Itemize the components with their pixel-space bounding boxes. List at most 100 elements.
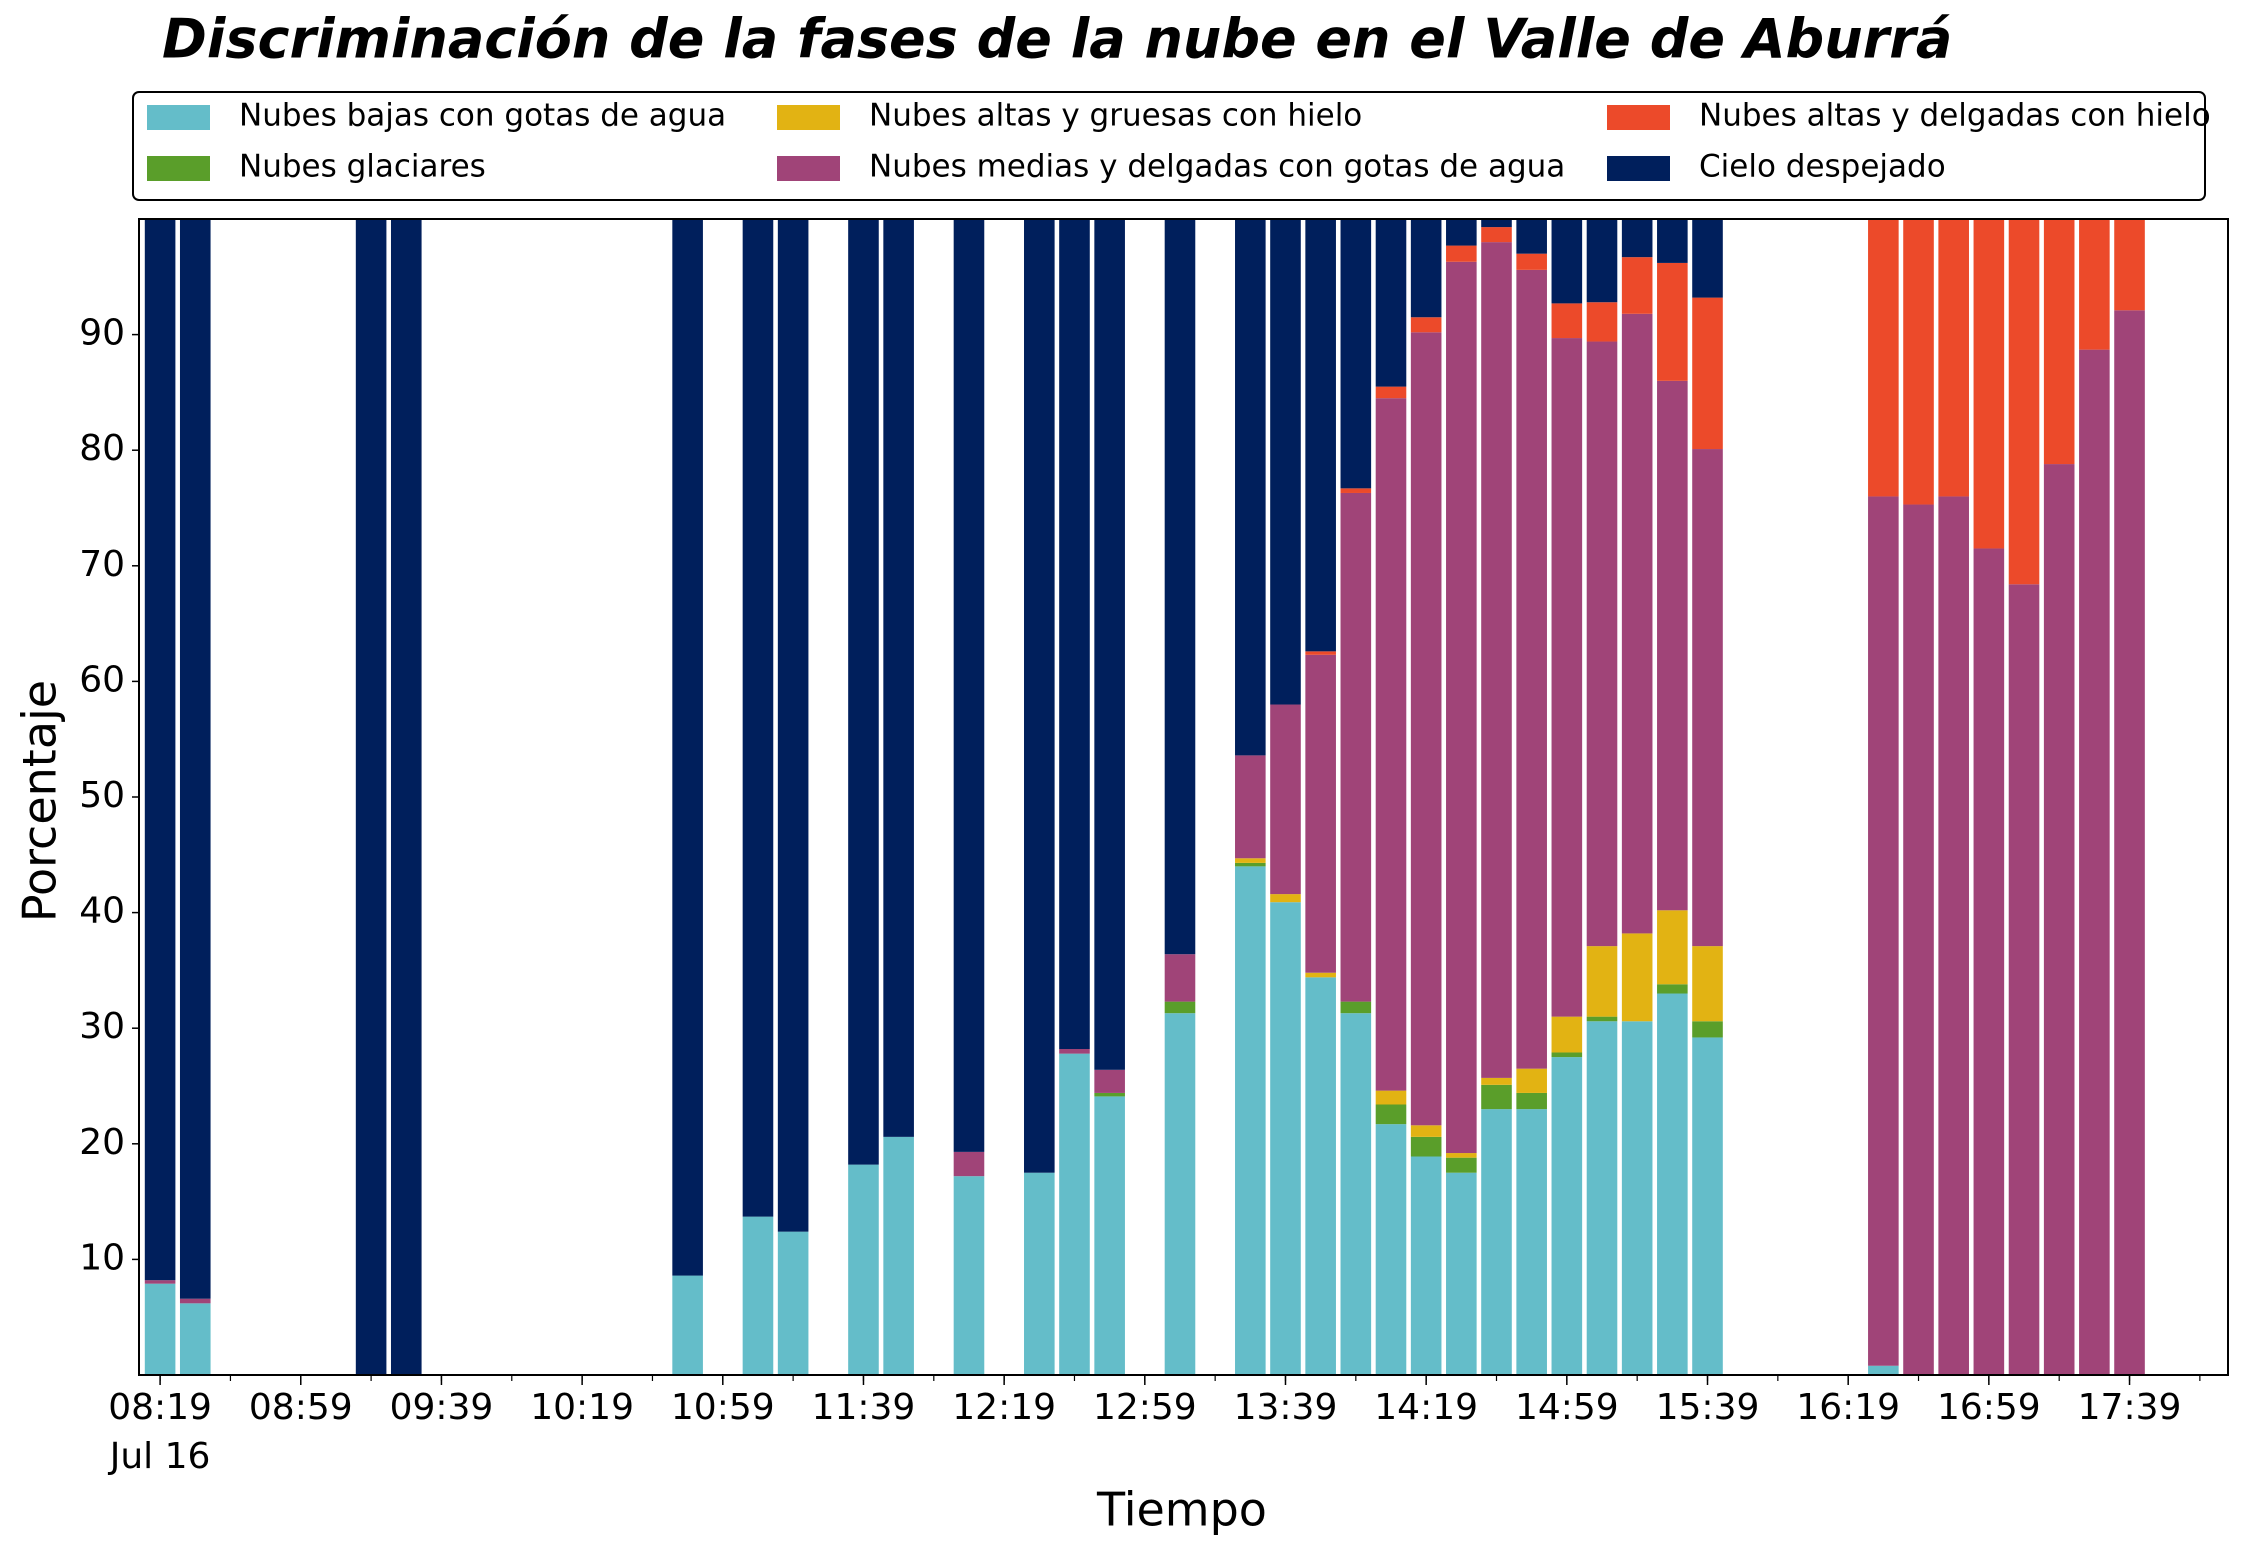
bar-segment: [1305, 651, 1336, 655]
bar-segment: [1516, 1109, 1547, 1375]
bar-segment: [1516, 253, 1547, 270]
bar-segment: [1481, 1109, 1512, 1375]
bar-segment: [1481, 1077, 1512, 1085]
bar-segment: [1621, 219, 1653, 258]
x-tick-label: 08:19: [108, 1387, 212, 1428]
bar-segment: [742, 1216, 774, 1375]
bar-segment: [1270, 894, 1301, 903]
bar-segment: [390, 219, 422, 1375]
bar-segment: [1481, 227, 1512, 243]
legend-label: Nubes altas y gruesas con hielo: [869, 98, 1362, 134]
bar-segment: [1903, 504, 1934, 1376]
bar-segment: [1094, 1069, 1125, 1093]
bar-segment: [1094, 1092, 1125, 1097]
bar-segment: [1657, 380, 1688, 911]
bar-segment: [672, 219, 703, 1276]
x-tick-label: 11:39: [812, 1387, 916, 1428]
bar-segment: [1938, 496, 1969, 1375]
bar-segment: [2079, 349, 2110, 1376]
legend-swatch: [1607, 156, 1670, 181]
bar-segment: [1551, 219, 1583, 304]
bar-segment: [1375, 386, 1407, 399]
bar-segment: [1235, 862, 1266, 867]
bar-segment: [1621, 313, 1653, 934]
bar-segment: [144, 1283, 176, 1375]
bar-segment: [1305, 219, 1336, 652]
bar-segment: [1270, 704, 1301, 895]
bar-segment: [1305, 972, 1336, 978]
bar-segment: [1164, 1013, 1196, 1375]
bar-segment: [1235, 219, 1266, 756]
y-tick-label: 40: [79, 891, 125, 932]
x-tick-label: 10:59: [671, 1387, 775, 1428]
bar-segment: [1446, 219, 1477, 246]
bar-segment: [1903, 219, 1934, 505]
legend-label: Nubes altas y delgadas con hielo: [1699, 98, 2211, 134]
legend-swatch: [147, 156, 210, 181]
bar-segment: [883, 1136, 914, 1375]
y-tick-label: 60: [79, 659, 125, 700]
bar-segment: [179, 219, 211, 1299]
y-axis-label: Porcentaje: [13, 680, 67, 922]
bar-segment: [1551, 303, 1583, 339]
x-tick-label: 10:19: [530, 1387, 634, 1428]
bar-segment: [1868, 219, 1899, 497]
bar-segment: [1586, 219, 1618, 303]
bar-segment: [742, 219, 774, 1217]
bar-segment: [1973, 548, 2005, 1375]
bar-segment: [1024, 1172, 1055, 1375]
bar-segment: [1305, 654, 1336, 973]
bar-segment: [1481, 219, 1512, 228]
bar-segment: [355, 219, 387, 1375]
bar-segment: [1586, 1021, 1618, 1375]
bar-segment: [144, 1280, 176, 1284]
bar-segment: [1621, 257, 1653, 314]
bar-segment: [1516, 219, 1547, 254]
legend-label: Cielo despejado: [1699, 149, 1946, 185]
y-tick-label: 10: [79, 1237, 125, 1278]
bar-segment: [1586, 302, 1618, 342]
bar-segment: [1692, 219, 1723, 298]
y-tick-label: 30: [79, 1006, 125, 1047]
legend-label: Nubes bajas con gotas de agua: [239, 98, 726, 134]
bar-segment: [1410, 332, 1442, 1126]
x-tick-label: 17:39: [2078, 1387, 2182, 1428]
bar-segment: [1270, 902, 1301, 1375]
bar-segment: [1094, 219, 1125, 1070]
bar-segment: [2043, 464, 2075, 1375]
bar-segment: [1375, 1090, 1407, 1105]
bar-segment: [1516, 1068, 1547, 1093]
bar-segment: [1410, 1136, 1442, 1157]
bar-segment: [1375, 219, 1407, 387]
chart-title: Discriminación de la fases de la nube en…: [162, 8, 1952, 71]
bar-segment: [2079, 219, 2110, 350]
bar-segment: [1024, 219, 1055, 1173]
y-tick-label: 20: [79, 1122, 125, 1163]
bar-segment: [1657, 219, 1688, 263]
bar-segment: [2008, 584, 2040, 1375]
bar-segment: [1446, 261, 1477, 1154]
bar-segment: [1692, 1021, 1723, 1038]
bar-segment: [2043, 219, 2075, 465]
bar-segment: [1059, 1053, 1090, 1375]
x-date-label: Jul 16: [108, 1436, 211, 1477]
bar-segment: [1551, 338, 1583, 1017]
bar-segment: [1375, 1124, 1407, 1375]
x-tick-label: 15:39: [1656, 1387, 1760, 1428]
bar-segment: [1340, 488, 1372, 493]
bar-segment: [777, 219, 809, 1232]
bar-segment: [1481, 242, 1512, 1078]
bar-segment: [1586, 341, 1618, 947]
bar-segment: [1446, 1157, 1477, 1173]
bar-segment: [1973, 219, 2005, 549]
bar-segment: [1340, 492, 1372, 1002]
bar-segment: [1657, 984, 1688, 994]
x-tick-label: 12:59: [1093, 1387, 1197, 1428]
bar-segment: [883, 219, 914, 1137]
bar-segment: [1410, 219, 1442, 318]
bar-segment: [144, 219, 176, 1281]
bar-segment: [953, 219, 985, 1152]
bar-segment: [179, 1303, 211, 1375]
bar-segment: [1516, 269, 1547, 1069]
